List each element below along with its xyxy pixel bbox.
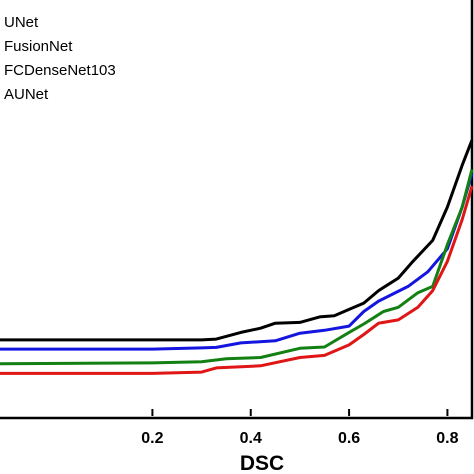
series-line-unet: [0, 139, 474, 342]
legend: UNet FusionNet FCDenseNet103 AUNet: [4, 14, 116, 107]
x-tick-label: 0.2: [141, 430, 163, 447]
series-line-fusionnet: [0, 173, 474, 351]
x-tick-label: 0.8: [436, 430, 458, 447]
series-line-aunet: [0, 185, 474, 375]
plot-area-frame: [0, 0, 474, 420]
legend-entry-aunet: AUNet: [4, 86, 49, 103]
legend-entry-fusionnet: FusionNet: [4, 38, 73, 55]
x-ticks: 0.2 0.4 0.6 0.8: [141, 409, 459, 447]
legend-entry-unet: UNet: [4, 14, 39, 31]
legend-entry-fcdensenet103: FCDenseNet103: [4, 62, 116, 79]
x-tick-label: 0.4: [240, 430, 262, 447]
x-tick-label: 0.6: [338, 430, 360, 447]
series-line-fcdensenet103: [0, 169, 474, 366]
x-axis-title: DSC: [240, 452, 284, 474]
series-layer: [0, 139, 474, 375]
